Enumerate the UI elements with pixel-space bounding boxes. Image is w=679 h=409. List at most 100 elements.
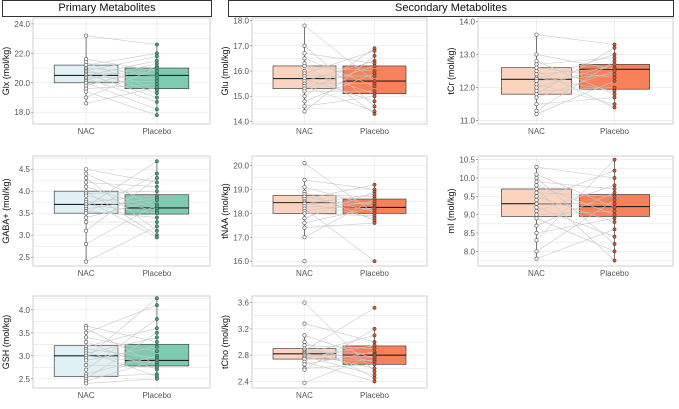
point-placebo	[154, 220, 159, 224]
point-nac	[84, 358, 89, 363]
paired-line	[86, 378, 157, 384]
point-placebo	[372, 104, 377, 109]
point-placebo	[154, 367, 159, 372]
paired-line	[304, 328, 375, 370]
point-nac	[302, 211, 307, 216]
point-nac	[84, 215, 89, 220]
point-placebo	[154, 171, 159, 176]
point-placebo	[372, 379, 377, 384]
paired-line	[86, 195, 157, 203]
paired-line	[86, 210, 157, 218]
x-category-label: NAC	[528, 127, 545, 136]
point-placebo	[372, 48, 377, 53]
point-nac	[534, 216, 539, 221]
y-tick-label: 22.0	[14, 49, 30, 58]
y-axis-label: GABA+ (mol/kg)	[1, 178, 11, 243]
point-nac	[302, 220, 307, 225]
point-nac	[302, 109, 307, 114]
point-nac	[302, 56, 307, 61]
point-nac	[302, 362, 307, 367]
point-nac	[84, 259, 89, 264]
y-tick-label: 3.0	[19, 352, 31, 361]
paired-line	[304, 193, 375, 205]
point-placebo	[612, 198, 617, 202]
y-axis-label: tCr (mol/kg)	[446, 47, 456, 94]
point-placebo	[612, 105, 617, 110]
point-nac	[302, 185, 307, 190]
y-tick-label: 4.0	[19, 187, 31, 196]
point-nac	[84, 242, 89, 247]
paired-line	[304, 364, 375, 369]
paired-line	[536, 207, 615, 237]
point-placebo	[154, 376, 159, 381]
point-placebo	[372, 64, 377, 68]
point-nac	[534, 198, 539, 203]
point-nac	[84, 167, 89, 172]
point-nac	[302, 89, 307, 94]
point-placebo	[154, 224, 159, 229]
y-tick-label: 4.0	[19, 306, 31, 315]
paired-line	[86, 182, 157, 188]
point-placebo	[372, 326, 377, 331]
point-nac	[534, 183, 539, 188]
paired-line	[536, 185, 615, 212]
paired-line	[304, 63, 375, 115]
paired-line	[85, 204, 158, 245]
paired-line	[86, 186, 157, 210]
point-placebo	[612, 88, 617, 93]
point-nac	[534, 172, 539, 177]
paired-line	[536, 218, 615, 252]
point-nac	[302, 333, 307, 338]
paired-line	[304, 205, 375, 209]
point-nac	[84, 193, 89, 198]
paired-line	[536, 67, 615, 78]
y-tick-label: 14.0	[233, 117, 249, 126]
point-placebo	[612, 212, 617, 217]
paired-line	[86, 190, 157, 194]
paired-line	[304, 207, 375, 224]
paired-line	[85, 161, 158, 207]
point-placebo	[612, 78, 617, 83]
paired-line	[85, 177, 158, 232]
y-axis-label: Glx (mol/kg)	[1, 47, 11, 96]
point-nac	[302, 51, 307, 56]
paired-line	[304, 184, 375, 200]
paired-line	[86, 63, 157, 81]
paired-line	[86, 346, 157, 361]
paired-line	[536, 34, 615, 45]
point-nac	[302, 343, 307, 348]
point-placebo	[372, 84, 377, 89]
paired-line	[536, 229, 615, 259]
point-placebo	[612, 216, 617, 221]
point-placebo	[154, 340, 159, 344]
paired-line	[304, 191, 375, 219]
paired-line	[85, 318, 158, 370]
point-placebo	[154, 176, 159, 180]
paired-line	[85, 199, 158, 238]
point-placebo	[154, 42, 159, 47]
point-placebo	[154, 235, 159, 240]
point-nac	[534, 85, 539, 90]
point-nac	[302, 177, 307, 182]
paired-line	[304, 341, 375, 379]
paired-line	[536, 174, 615, 208]
point-nac	[302, 367, 307, 372]
primary-metabolites-header: Primary Metabolites	[2, 0, 212, 17]
paired-line	[85, 332, 158, 380]
y-tick-label: 3.2	[238, 325, 250, 334]
point-placebo	[612, 227, 617, 232]
point-placebo	[612, 85, 617, 90]
paired-line	[304, 358, 375, 361]
point-placebo	[372, 94, 377, 99]
point-nac	[534, 249, 539, 254]
point-placebo	[154, 335, 159, 340]
paired-line	[304, 354, 375, 357]
y-axis-label: tCho (mol/kg)	[220, 315, 230, 369]
y-tick-label: 12.0	[459, 84, 475, 93]
y-tick-label: 9.5	[464, 192, 476, 201]
point-placebo	[372, 74, 377, 78]
point-nac	[84, 228, 89, 233]
point-nac	[84, 339, 89, 344]
paired-line	[85, 173, 158, 214]
point-nac	[534, 165, 539, 170]
